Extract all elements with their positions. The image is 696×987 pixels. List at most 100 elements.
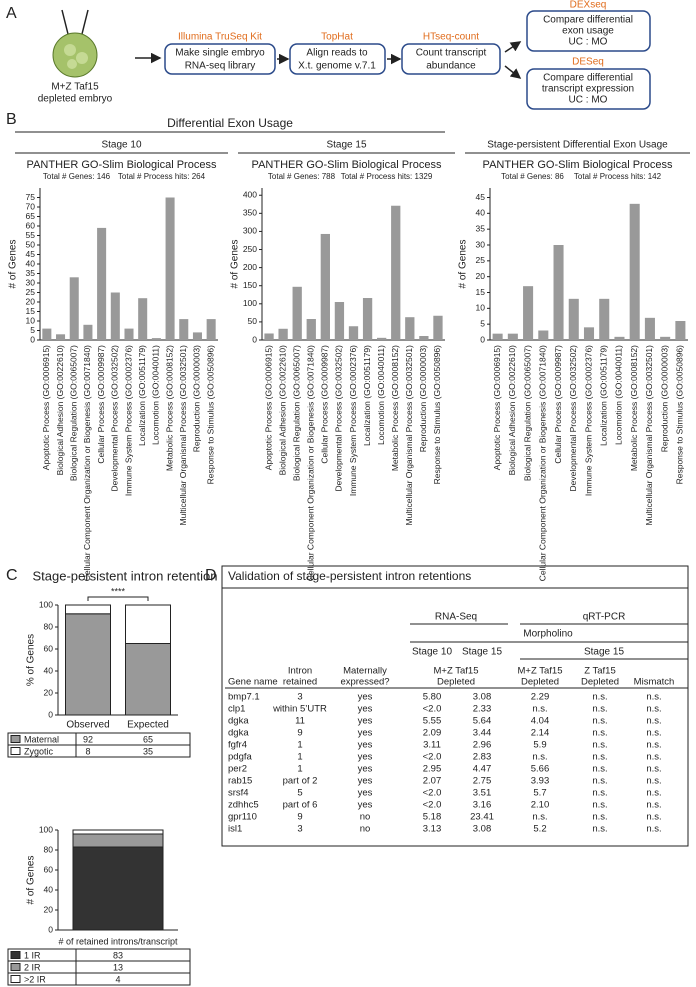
table-cell: 2.96 [473, 740, 492, 751]
x-tick-label: Reproduction (GO:0000003) [192, 345, 202, 452]
step-box [526, 68, 651, 110]
legend-row [7, 744, 191, 758]
table-cell: 9 [297, 812, 302, 823]
y-tick-label: 30 [476, 239, 486, 249]
legend-value: 65 [143, 734, 153, 744]
column-header: M+Z Taf15 [434, 666, 479, 677]
y-tick-label: 0 [48, 709, 53, 719]
table-cell: yes [358, 704, 373, 715]
table-cell: 5.9 [533, 740, 546, 751]
table-cell: isl1 [228, 824, 242, 835]
table-cell: 2.09 [423, 728, 442, 739]
bar [553, 245, 564, 340]
bar [192, 332, 202, 340]
embryo-label: depleted embryo [38, 94, 113, 105]
x-tick-label: Biological Regulation (GO:0065007) [291, 345, 301, 481]
legend-label: 2 IR [24, 962, 41, 972]
annotation: Total # Genes: 146 [43, 172, 111, 181]
bar-segment [72, 829, 164, 835]
legend-value: 13 [113, 962, 123, 972]
table-cell: n.s. [646, 812, 661, 823]
step-text: Make single embryo [175, 48, 265, 59]
table-cell: yes [358, 692, 373, 703]
step-text: X.t. genome v.7.1 [298, 61, 376, 72]
legend-value: 4 [115, 974, 120, 984]
table-cell: 5.64 [473, 716, 492, 727]
table-cell: clp1 [228, 704, 245, 715]
table-cell: gpr110 [228, 812, 257, 823]
x-tick-label: Response to Stimulus (GO:0050896) [432, 345, 442, 485]
x-tick-label: Biological Regulation (GO:0065007) [522, 345, 532, 481]
legend-value: 83 [113, 950, 123, 960]
x-tick-label: Localization (GO:0051179) [362, 345, 372, 446]
x-tick-label: Apoptotic Process (GO:0006915) [263, 345, 273, 470]
bar-segment [65, 604, 111, 615]
x-tick-label: Cellular Process (GO:0009987) [553, 345, 563, 464]
table-cell: 5.80 [423, 692, 442, 703]
table-cell: 3.13 [423, 824, 442, 835]
legend-value: 92 [83, 734, 93, 744]
table-cell: yes [358, 800, 373, 811]
step-text: RNA-seq library [185, 61, 256, 72]
y-tick-label: 100 [39, 824, 53, 834]
x-tick-label: Cellular Component Organization or Bioge… [306, 345, 316, 581]
column-header: expressed? [340, 677, 389, 688]
y-tick-label: 50 [26, 239, 36, 249]
x-tick-label: Apoptotic Process (GO:0006915) [492, 345, 502, 470]
bar-segment [72, 846, 164, 931]
table-cell: n.s. [646, 764, 661, 775]
table-cell: 2.10 [531, 800, 550, 811]
table-cell: 5 [297, 788, 302, 799]
x-tick-label: Immune System Process (GO:0002376) [348, 345, 358, 496]
y-tick-label: 0 [480, 334, 485, 344]
bar [151, 338, 161, 340]
column-header: Depleted [437, 677, 475, 688]
table-cell: no [360, 812, 371, 823]
step-text: Compare differential [543, 73, 633, 84]
x-tick-label: Metabolic Process (GO:0008152) [164, 345, 174, 471]
group-header: Stage 15 [584, 647, 624, 658]
bar [675, 321, 686, 340]
y-tick-label: 80 [44, 844, 54, 854]
bar [523, 286, 534, 340]
y-tick-label: 150 [243, 280, 257, 290]
bar [138, 298, 148, 340]
chart-subtitle: PANTHER GO-Slim Biological Process [483, 159, 673, 171]
y-tick-label: 20 [26, 296, 36, 306]
bar [165, 197, 175, 340]
table-cell: <2.0 [423, 704, 442, 715]
column-header: Depleted [581, 677, 619, 688]
annotation: Total # Genes: 788 [268, 172, 336, 181]
bar [69, 277, 79, 340]
panel-label: A [6, 5, 17, 22]
chart-subtitle: PANTHER GO-Slim Biological Process [252, 159, 442, 171]
table-cell: n.s. [646, 704, 661, 715]
table-cell: n.s. [646, 788, 661, 799]
annotation: Total # Process hits: 1329 [341, 172, 433, 181]
tool-label: DESeq [572, 57, 604, 68]
bar [306, 319, 316, 340]
annotation: **** [111, 586, 126, 596]
table-cell: 9 [297, 728, 302, 739]
table-cell: 2.07 [423, 776, 442, 787]
tool-label: Illumina TruSeq Kit [178, 32, 262, 43]
y-tick-label: 65 [26, 211, 36, 221]
y-tick-label: 75 [26, 192, 36, 202]
panel-label: C [6, 567, 18, 584]
table-cell: 5.18 [423, 812, 442, 823]
y-tick-label: 30 [26, 277, 36, 287]
table-cell: part of 6 [283, 800, 318, 811]
table-cell: n.s. [646, 824, 661, 835]
legend-label: >2 IR [24, 974, 46, 984]
table-cell: 4.04 [531, 716, 550, 727]
table-cell: 2.75 [473, 776, 492, 787]
column-header: Mismatch [634, 677, 675, 688]
table: Validation of stage-persistent intron re… [221, 565, 689, 847]
table-cell: 3.11 [423, 740, 441, 751]
bar [179, 319, 189, 340]
table-cell: 1 [297, 752, 302, 763]
bar [614, 336, 625, 340]
table-cell: 3.08 [473, 824, 492, 835]
table-cell: no [360, 824, 371, 835]
table-cell: 5.7 [533, 788, 546, 799]
